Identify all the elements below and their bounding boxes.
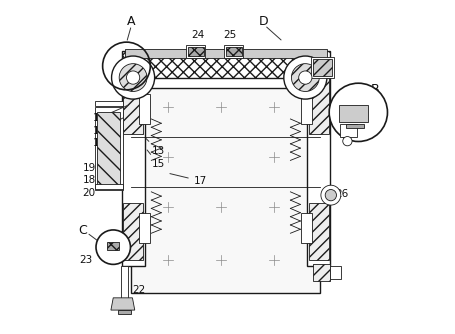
- Bar: [139, 94, 150, 124]
- Bar: [125, 49, 327, 58]
- Text: C: C: [78, 224, 87, 237]
- Circle shape: [291, 64, 319, 92]
- Bar: [106, 242, 119, 250]
- Text: A: A: [127, 15, 136, 28]
- Bar: [121, 77, 145, 267]
- Bar: [95, 184, 123, 188]
- Circle shape: [299, 71, 312, 84]
- Text: 11: 11: [92, 105, 128, 123]
- Bar: [117, 310, 131, 314]
- Bar: [121, 267, 128, 298]
- Bar: [188, 47, 204, 56]
- Bar: [131, 88, 320, 293]
- Bar: [226, 47, 242, 56]
- Text: 22: 22: [126, 285, 145, 299]
- Bar: [224, 45, 243, 58]
- Text: 19: 19: [82, 161, 103, 173]
- Text: 20: 20: [82, 183, 102, 198]
- Bar: [308, 203, 329, 260]
- Text: 24: 24: [192, 30, 205, 48]
- Bar: [95, 107, 123, 190]
- Text: 16: 16: [92, 137, 120, 148]
- Text: D: D: [258, 15, 268, 28]
- Bar: [339, 105, 368, 122]
- Circle shape: [325, 189, 336, 201]
- Circle shape: [284, 56, 327, 99]
- Bar: [301, 213, 312, 242]
- Text: 13: 13: [146, 139, 165, 156]
- Text: 26: 26: [335, 189, 349, 199]
- Bar: [95, 101, 123, 106]
- Text: 23: 23: [79, 249, 103, 266]
- Circle shape: [111, 56, 155, 99]
- Bar: [313, 264, 330, 281]
- Circle shape: [343, 137, 352, 146]
- Bar: [307, 77, 330, 267]
- Bar: [123, 203, 143, 260]
- Text: 25: 25: [223, 30, 237, 46]
- Bar: [121, 51, 330, 77]
- Bar: [186, 45, 205, 58]
- Bar: [340, 124, 357, 137]
- Bar: [96, 112, 120, 185]
- Circle shape: [119, 64, 147, 92]
- Bar: [301, 94, 312, 124]
- Bar: [330, 267, 341, 279]
- Circle shape: [321, 185, 341, 205]
- Circle shape: [329, 83, 388, 142]
- Bar: [313, 59, 332, 76]
- Text: B: B: [370, 82, 379, 96]
- Circle shape: [96, 230, 131, 265]
- Bar: [123, 77, 143, 134]
- Circle shape: [126, 71, 140, 84]
- Bar: [346, 124, 364, 128]
- Bar: [311, 57, 334, 77]
- Polygon shape: [111, 298, 135, 310]
- Text: 18: 18: [82, 171, 102, 185]
- Text: 27: 27: [311, 65, 324, 80]
- Bar: [139, 213, 150, 242]
- Text: 15: 15: [147, 150, 165, 169]
- Bar: [308, 77, 329, 134]
- Text: 17: 17: [170, 174, 207, 186]
- Text: 12: 12: [92, 118, 123, 136]
